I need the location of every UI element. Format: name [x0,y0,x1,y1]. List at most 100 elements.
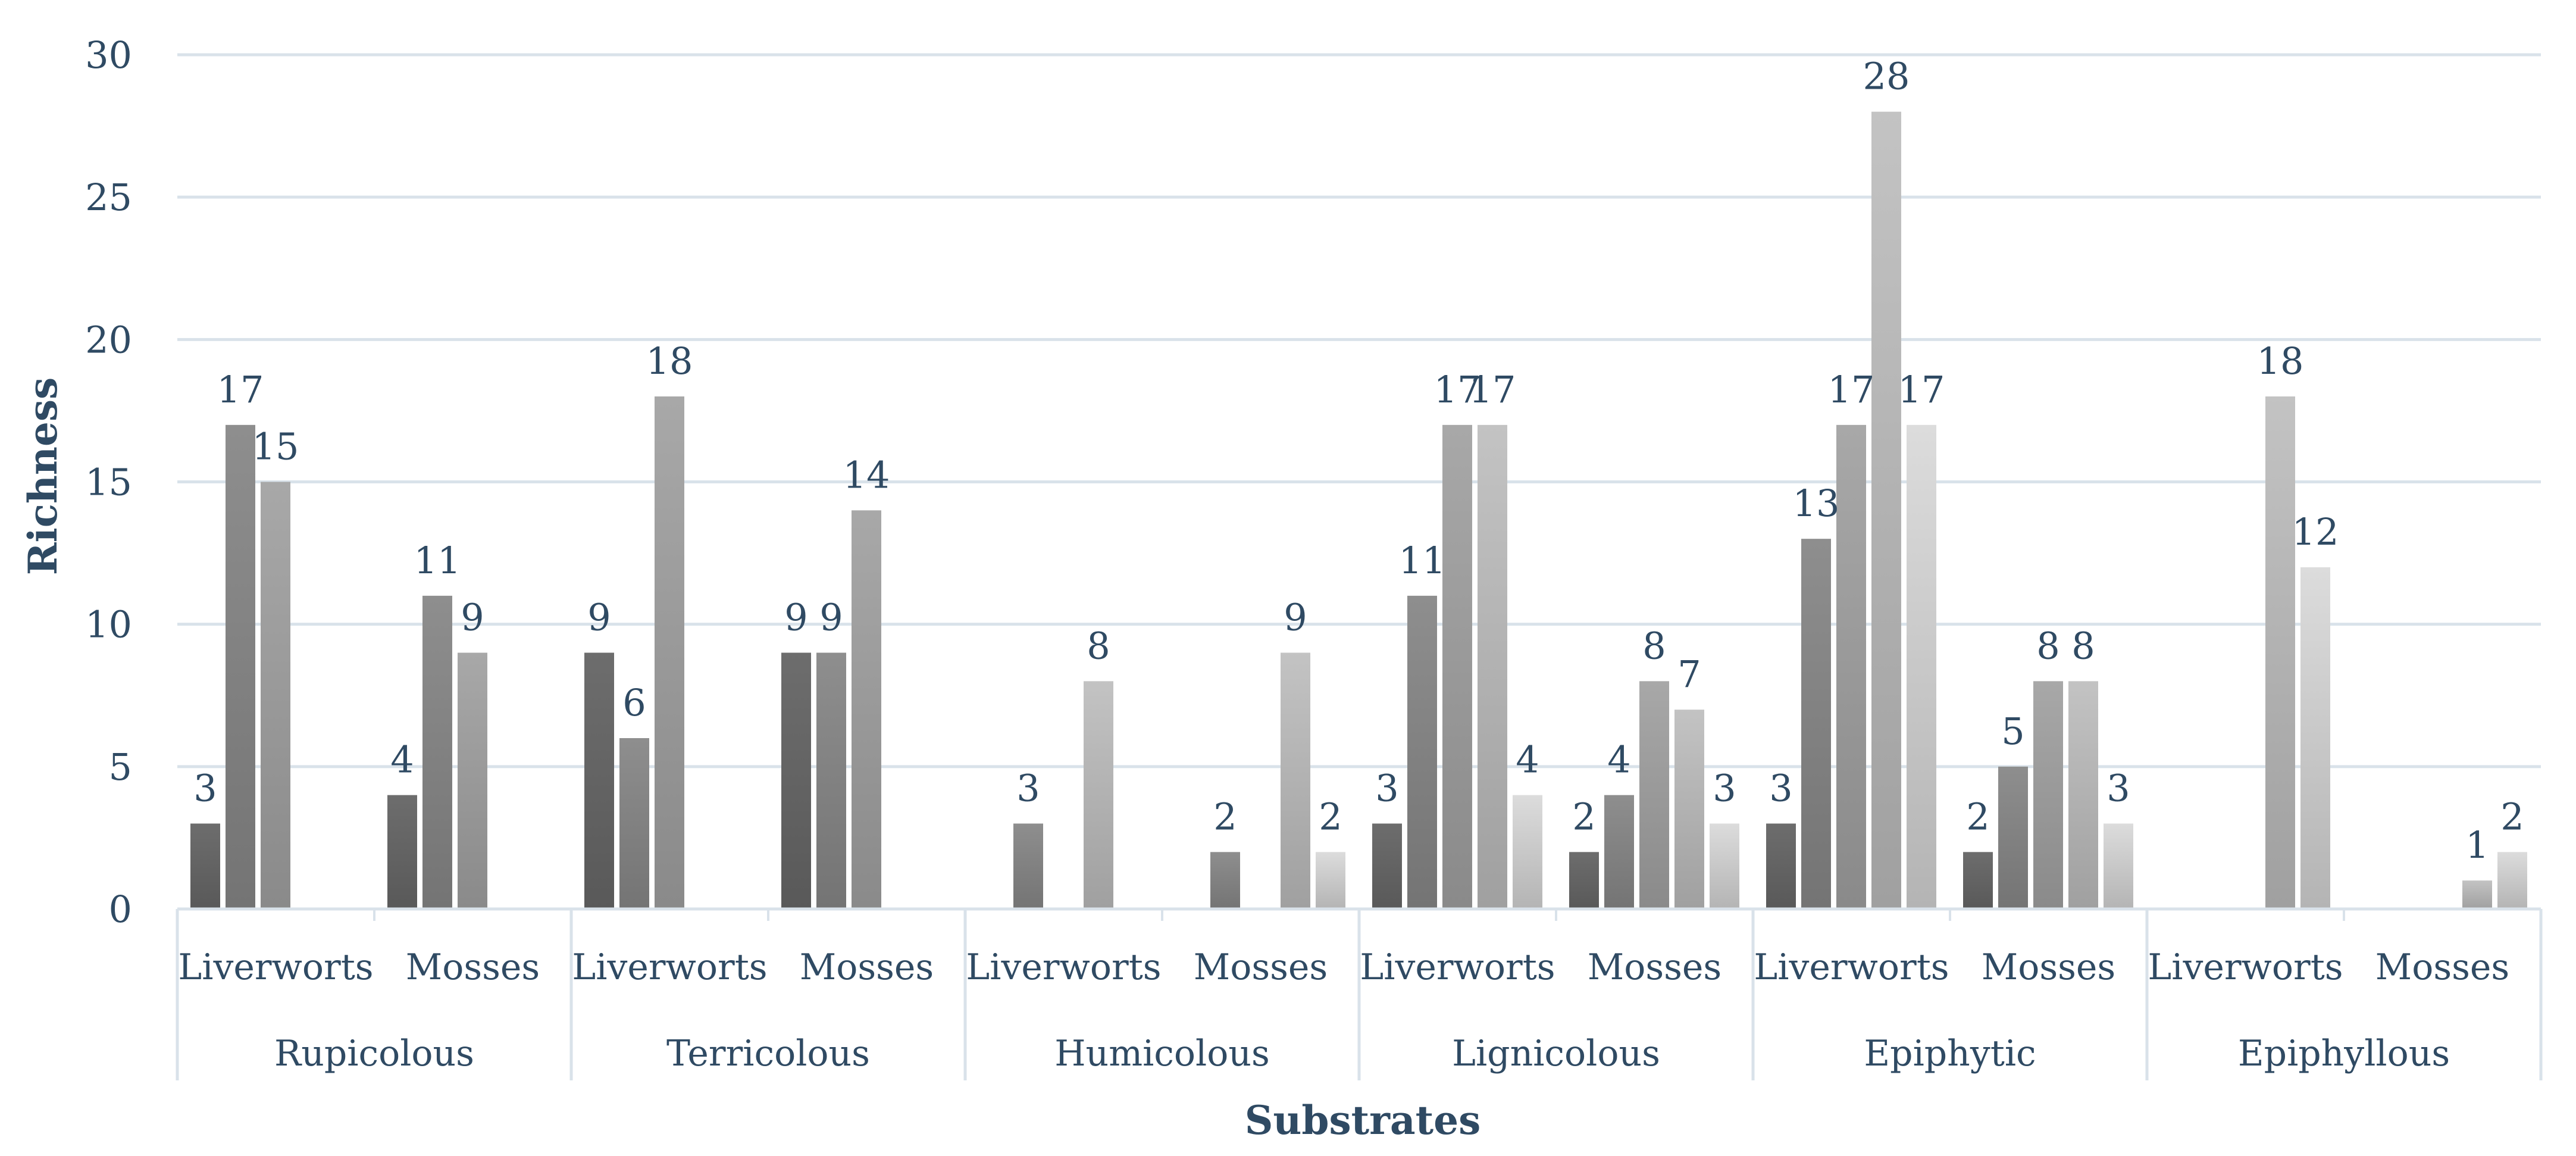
category-label: Mosses [1982,946,2115,988]
x-axis: Liverworts Mosses Rupicolous Liverworts Moss… [176,907,2543,1080]
group-label: Lignicolous [1452,1033,1660,1074]
data-label: 3 [1016,767,1040,810]
data-label: 14 [843,453,890,496]
bar [422,595,452,909]
data-label: 9 [587,596,611,639]
group-label: Humicolous [1054,1033,1270,1074]
category-label: Liverworts [966,946,1161,988]
data-label: 3 [193,767,217,810]
bar [1407,595,1437,909]
data-label: 2 [1572,795,1595,838]
bar [619,738,649,909]
category-label: Liverworts [178,946,373,988]
y-axis-ticks: 0 5 10 15 20 25 30 [85,33,132,931]
data-label: 11 [414,539,461,582]
bar [584,652,614,909]
bar [1801,539,1831,909]
group-label: Terricolous [666,1033,870,1074]
group-label: Epiphyllous [2238,1033,2450,1074]
bar [1442,424,1472,909]
bar [1316,852,1345,909]
data-label: 2 [1966,795,1989,838]
data-label: 9 [461,596,484,639]
bar [2033,681,2063,909]
y-tick-label: 0 [109,888,132,931]
bar [190,823,220,909]
data-label: 2 [1213,795,1237,838]
category-label: Mosses [1194,946,1328,988]
bar [1281,652,1310,909]
data-label: 28 [1863,55,1910,98]
data-label: 13 [1793,482,1840,525]
x-axis-title: Substrates [1245,1097,1481,1143]
data-label: 3 [1769,767,1792,810]
y-tick-label: 30 [85,33,132,77]
gridlines [177,53,2541,911]
data-label: 1 [2465,823,2489,867]
bar [1907,424,1936,909]
category-label: Liverworts [2148,946,2343,988]
data-label: 18 [646,339,693,383]
data-label: 12 [2292,510,2339,554]
data-label: 17 [1434,368,1481,411]
bar [2265,396,2295,909]
data-label: 17 [1469,368,1516,411]
bar [1084,681,1113,909]
data-label: 9 [819,596,843,639]
data-label: 17 [1828,368,1875,411]
data-label: 18 [2257,339,2304,383]
bar [387,795,417,909]
data-label: 2 [2500,795,2524,838]
bar [852,510,881,909]
bar [1013,823,1043,909]
bar [1372,823,1402,909]
data-label: 2 [1319,795,1342,838]
bar [2104,823,2133,909]
bar [1710,823,1739,909]
data-label: 17 [1898,368,1945,411]
bar [1604,795,1634,909]
data-label: 4 [390,738,414,782]
category-label: Liverworts [1360,946,1555,988]
y-tick-label: 25 [85,176,132,219]
data-label: 8 [1087,624,1110,667]
y-tick-label: 15 [85,461,132,504]
data-label: 5 [2001,710,2024,753]
y-tick-label: 20 [85,318,132,361]
bar [1210,852,1240,909]
bar [781,652,811,909]
data-label: 6 [622,681,646,724]
bar [2497,852,2527,909]
y-tick-label: 5 [109,745,132,789]
bar [458,652,487,909]
y-tick-label: 10 [85,603,132,646]
category-label: Mosses [1588,946,1721,988]
bar [655,396,684,909]
bar [1478,424,1507,909]
data-label: 4 [1607,738,1630,782]
data-label: 8 [2036,624,2059,667]
bar [226,424,255,909]
data-label: 17 [217,368,264,411]
bar [1766,823,1796,909]
bar [1836,424,1866,909]
y-axis-title: Richness [20,377,66,575]
bar [1513,795,1542,909]
bar [816,652,846,909]
bar [1674,710,1704,909]
bar [1639,681,1669,909]
bar [2068,681,2098,909]
category-label: Mosses [800,946,934,988]
data-label: 9 [784,596,807,639]
bar [2462,880,2492,909]
data-label: 11 [1399,539,1446,582]
group-label: Epiphytic [1864,1033,2036,1074]
bar [1963,852,1993,909]
data-label: 3 [2107,767,2130,810]
data-label: 8 [1642,624,1666,667]
category-label: Mosses [2375,946,2509,988]
data-label: 8 [2071,624,2095,667]
data-label: 7 [1677,652,1701,696]
category-label: Liverworts [572,946,767,988]
